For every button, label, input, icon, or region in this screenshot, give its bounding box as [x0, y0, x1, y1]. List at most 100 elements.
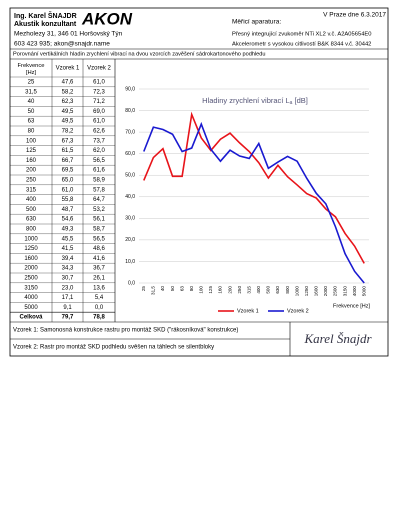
x-tick-label: 400: [256, 286, 261, 294]
cell: 56,5: [93, 158, 105, 164]
column-header: Vzorek 1: [56, 66, 80, 72]
line: [143, 111, 365, 264]
frame: [9, 7, 389, 357]
y-tick-label: 50,0: [125, 173, 135, 179]
title-sub: a: [290, 100, 293, 106]
cell: 41,6: [93, 256, 105, 262]
x-tick-label: 160: [218, 286, 223, 294]
y-tick-label: 90,0: [125, 86, 135, 92]
y-tick-label: 20,0: [125, 237, 135, 243]
cell: 1600: [24, 256, 38, 262]
cell: 61,0: [93, 79, 105, 85]
x-tick-label: 1250: [304, 286, 309, 297]
cell: 34,3: [62, 266, 74, 272]
name: Ing. Karel ŠNAJDR: [14, 11, 77, 20]
cell: 26,1: [93, 275, 105, 281]
chart-title: Hladiny zrychlení vibrací La [dB]: [202, 96, 308, 106]
date: V Praze dne 6.3.2017: [323, 12, 386, 19]
x-tick-label: 1000: [294, 286, 299, 297]
cell: 58,2: [62, 89, 74, 95]
y-tick-label: 60,0: [125, 151, 135, 157]
cell: 64,7: [93, 197, 105, 203]
cell: 56,1: [93, 217, 105, 223]
cell: 36,7: [93, 266, 105, 272]
cell: 400: [26, 197, 37, 203]
x-tick-label: 800: [285, 286, 290, 294]
legend-label: Vzorek 2: [287, 308, 309, 314]
cell: 200: [26, 168, 37, 174]
x-tick-label: 5000: [361, 286, 366, 297]
cell: 49,5: [62, 119, 74, 125]
note: Vzorek 2: Rastr pro montáž SKD podhledu …: [13, 345, 214, 351]
cell: 5000: [24, 305, 38, 311]
title-unit: [dB]: [292, 96, 307, 105]
cell: 58,7: [93, 226, 105, 232]
heading: Porovnání vertikálních hladin zrychlení …: [13, 51, 266, 57]
equipment: Akcelerometr s vysokou citlivostí B&K 83…: [232, 42, 371, 48]
cell: 49,3: [62, 226, 74, 232]
address: Mezholezy 31, 346 01 Horšovský Týn: [14, 31, 123, 38]
x-tick-label: 125: [208, 286, 213, 294]
y-tick-label: 0,0: [128, 280, 135, 286]
x-tick-label: 2500: [333, 286, 338, 297]
cell: 57,8: [93, 187, 105, 193]
cell-total: 78,8: [93, 315, 105, 321]
x-tick-label: 80: [189, 286, 194, 292]
cell: 25: [28, 79, 35, 85]
role: Akustik konzultant: [14, 21, 77, 28]
cell: 48,6: [93, 246, 105, 252]
cell: 48,7: [62, 207, 74, 213]
cell: 0,0: [95, 305, 104, 311]
cell: 56,5: [93, 236, 105, 242]
cell: 62,0: [93, 148, 105, 154]
cell: 71,2: [93, 99, 105, 105]
equipment-title: Měřicí aparatura:: [232, 19, 281, 26]
cell: 61,5: [62, 148, 74, 154]
cell: 500: [26, 207, 37, 213]
cell: 125: [26, 148, 37, 154]
cell: 67,3: [62, 138, 74, 144]
cell: 80: [28, 128, 35, 134]
cell: 54,6: [62, 217, 74, 223]
cell: 78,2: [62, 128, 74, 134]
cell: 4000: [24, 295, 38, 301]
x-axis-label: Frekvence [Hz]: [333, 303, 370, 309]
line: [143, 121, 365, 284]
cell: 61,0: [62, 187, 74, 193]
cell: 66,7: [62, 158, 74, 164]
cell: 72,3: [93, 89, 105, 95]
cell: 39,4: [62, 256, 74, 262]
cell: 45,5: [62, 236, 74, 242]
column-header: Frekvence [Hz]: [17, 63, 44, 76]
note: Vzorek 1: Samonosná konstrukce rastru pr…: [13, 328, 238, 334]
y-tick-label: 70,0: [125, 129, 135, 135]
y-tick-label: 30,0: [125, 216, 135, 222]
x-tick-label: 1600: [314, 286, 319, 297]
cell: 1000: [24, 236, 38, 242]
x-tick-label: 63: [179, 286, 184, 292]
cell: 73,7: [93, 138, 105, 144]
x-tick-label: 50: [170, 286, 175, 292]
cell-total: Celková: [19, 315, 43, 321]
x-tick-label: 25: [141, 286, 146, 292]
cell-total: 79,7: [62, 315, 74, 321]
x-tick-label: 500: [266, 286, 271, 294]
cell: 31,5: [25, 89, 37, 95]
cell: 23,0: [62, 285, 74, 291]
cell: 62,6: [93, 128, 105, 134]
cell: 100: [26, 138, 37, 144]
cell: 69,5: [62, 168, 74, 174]
cell: 50: [28, 109, 35, 115]
legend-label: Vzorek 1: [237, 308, 259, 314]
contact: 603 423 935; akon@snajdr.name: [14, 41, 110, 48]
cell: 61,0: [93, 119, 105, 125]
cell: 9,1: [63, 305, 72, 311]
y-tick-label: 80,0: [125, 108, 135, 114]
cell: 250: [26, 177, 37, 183]
cell: 3150: [24, 285, 38, 291]
cell: 65,0: [62, 177, 74, 183]
cell: 800: [26, 226, 37, 232]
cell: 630: [26, 217, 37, 223]
